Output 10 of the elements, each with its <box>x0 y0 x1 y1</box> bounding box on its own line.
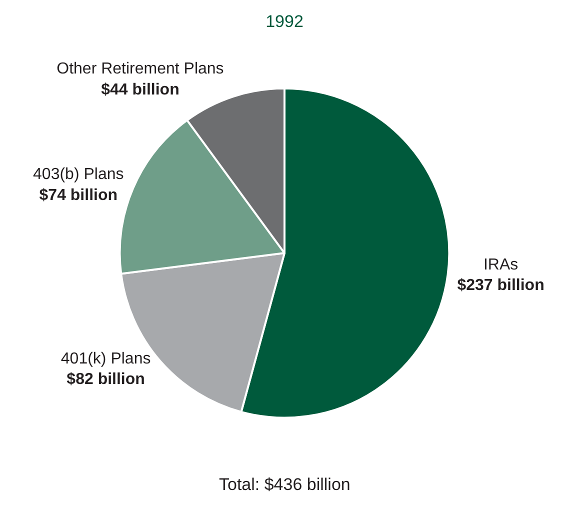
data-label: $82 billion <box>66 371 145 388</box>
data-label: $44 billion <box>101 81 180 98</box>
slice-label: 403(b) Plans <box>33 166 124 184</box>
slice-label: IRAs <box>483 256 518 274</box>
chart-title: 1992 <box>266 12 304 32</box>
text: Total: $436 billion <box>219 475 350 494</box>
slice-label: 401(k) Plans <box>60 350 151 368</box>
data-label: $237 billion <box>457 277 544 294</box>
slice-label: Other Retirement Plans <box>56 60 224 78</box>
data-label: $74 billion <box>39 186 118 204</box>
